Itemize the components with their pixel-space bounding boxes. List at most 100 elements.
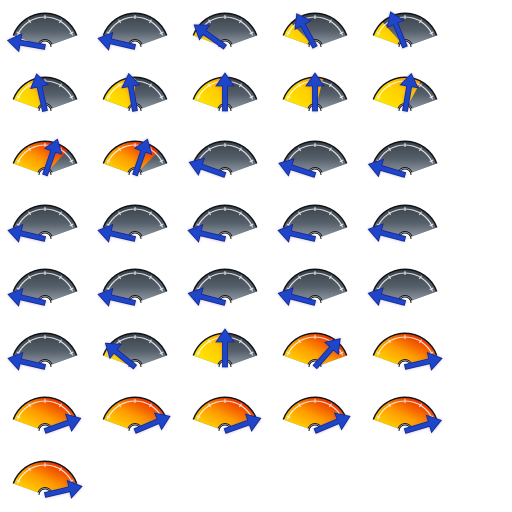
dial-base-cut — [37, 47, 53, 59]
dial-tick — [286, 31, 291, 35]
dial-tick — [148, 83, 152, 88]
dial-tick — [418, 19, 422, 24]
dial-tick — [339, 223, 344, 227]
dial-tick — [418, 147, 422, 152]
dial-tick — [159, 287, 164, 291]
dial-tick — [429, 159, 434, 163]
dial-tick — [418, 339, 422, 344]
gauge-frame — [6, 12, 78, 59]
gauge-frame — [372, 72, 438, 123]
dial-base-cut — [37, 367, 53, 379]
dial-tick — [208, 403, 212, 408]
dial-base-cut — [217, 47, 233, 59]
gauge-frame — [277, 204, 348, 251]
dial-tick — [429, 287, 434, 291]
dial-base-cut — [307, 431, 323, 443]
arrow-needle-icon — [97, 223, 137, 243]
arrow-needle-icon — [43, 479, 83, 499]
dial-tick — [118, 275, 122, 280]
arrow-needle-icon — [104, 342, 138, 370]
dial-base-cut — [37, 111, 53, 123]
dial-tick — [28, 275, 32, 280]
dial-tick — [429, 31, 434, 35]
dial-tick — [28, 19, 32, 24]
dial-tick — [118, 19, 122, 24]
arrow-needle-icon — [7, 287, 47, 307]
dial-tick — [159, 95, 164, 99]
dial-base-cut — [217, 239, 233, 251]
dial-tick — [208, 147, 212, 152]
dial-tick — [298, 147, 302, 152]
dial-base-cut — [397, 175, 413, 187]
dial-base-cut — [397, 239, 413, 251]
arrow-needle-icon — [403, 351, 443, 371]
gauge-frame — [367, 268, 438, 315]
dial-tick — [118, 339, 122, 344]
gauge-frame — [187, 204, 258, 251]
dial-tick — [58, 83, 62, 88]
dial-heat-fill — [373, 22, 400, 45]
gauge-frame — [102, 138, 168, 187]
dial-base-cut — [307, 303, 323, 315]
dial-base-cut — [217, 303, 233, 315]
dial-tick — [69, 31, 74, 35]
dial-tick — [148, 211, 152, 216]
gauge-frame — [97, 204, 168, 251]
arrow-needle-icon — [97, 31, 137, 51]
dial-base-cut — [127, 47, 143, 59]
gauge-frame — [192, 328, 258, 379]
arrow-needle-icon — [305, 72, 325, 112]
dial-tick — [58, 467, 62, 472]
arrow-needle-icon — [312, 338, 341, 370]
arrow-needle-icon — [132, 138, 153, 177]
arrow-needle-icon — [215, 328, 235, 368]
arrow-needle-icon — [294, 13, 318, 49]
dial-tick — [28, 467, 32, 472]
dial-tick — [58, 19, 62, 24]
gauge-frame — [192, 12, 258, 59]
dial-tick — [249, 287, 254, 291]
dial-tick — [298, 83, 302, 88]
dial-base-cut — [307, 239, 323, 251]
arrow-needle-icon — [313, 412, 351, 434]
dial-tick — [196, 95, 201, 99]
arrow-needle-icon — [188, 157, 227, 178]
gauge-frame — [282, 72, 348, 123]
dial-tick — [208, 275, 212, 280]
dial-tick — [28, 83, 32, 88]
dial-tick — [118, 403, 122, 408]
dial-tick — [106, 95, 111, 99]
gauge-frame — [188, 140, 258, 187]
dial-tick — [238, 147, 242, 152]
dial-tick — [208, 211, 212, 216]
dial-tick — [159, 223, 164, 227]
gauge-frame — [282, 332, 348, 379]
dial-base-cut — [217, 175, 233, 187]
dial-tick — [429, 223, 434, 227]
arrow-needle-icon — [30, 73, 50, 113]
dial-tick — [69, 223, 74, 227]
arrow-needle-icon — [193, 24, 228, 50]
dial-base-cut — [397, 47, 413, 59]
dial-base-cut — [127, 239, 143, 251]
dial-tick — [16, 95, 21, 99]
dial-tick — [298, 275, 302, 280]
arrow-needle-icon — [133, 412, 171, 434]
dial-tick — [106, 159, 111, 163]
dial-base-cut — [37, 175, 53, 187]
dial-tick — [238, 211, 242, 216]
dial-tick — [69, 95, 74, 99]
dial-tick — [106, 415, 111, 419]
dial-tick — [298, 211, 302, 216]
dial-tick — [339, 351, 344, 355]
gauge-frame — [12, 396, 82, 443]
arrow-needle-icon — [277, 223, 317, 243]
arrow-needle-icon — [6, 33, 46, 53]
dial-base-cut — [307, 111, 323, 123]
dial-tick — [328, 403, 332, 408]
dial-tick — [69, 159, 74, 163]
arrow-needle-icon — [278, 158, 317, 178]
gauge-frame — [187, 268, 258, 315]
arrow-needle-icon — [187, 223, 227, 243]
